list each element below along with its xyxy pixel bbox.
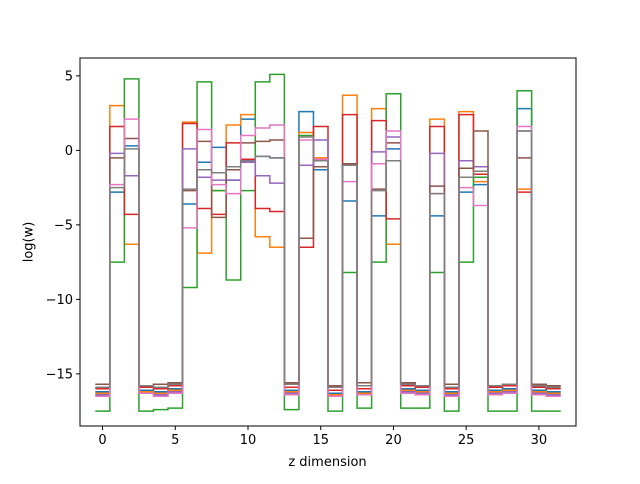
- x-tick-label: 25: [458, 433, 475, 448]
- series-line-8: [95, 130, 561, 389]
- y-tick-label: −5: [54, 218, 73, 233]
- x-axis-label: z dimension: [288, 455, 367, 470]
- x-axis-ticks: 0 5 10 15 20 25 30: [98, 426, 547, 448]
- series-layer: [95, 73, 561, 412]
- x-tick-label: 20: [385, 433, 402, 448]
- x-tick-label: 5: [171, 433, 179, 448]
- y-tick-label: −15: [46, 367, 73, 382]
- x-tick-label: 0: [98, 433, 106, 448]
- y-axis-ticks: −15 −10 −5 0 5: [46, 69, 80, 382]
- plot-frame: [79, 57, 577, 427]
- x-tick-label: 15: [312, 433, 329, 448]
- y-tick-label: 0: [65, 144, 73, 159]
- y-tick-label: 5: [65, 69, 73, 84]
- y-tick-label: −10: [46, 293, 73, 308]
- y-axis-label: log(w): [21, 221, 37, 263]
- x-tick-label: 10: [240, 433, 257, 448]
- x-tick-label: 30: [531, 433, 548, 448]
